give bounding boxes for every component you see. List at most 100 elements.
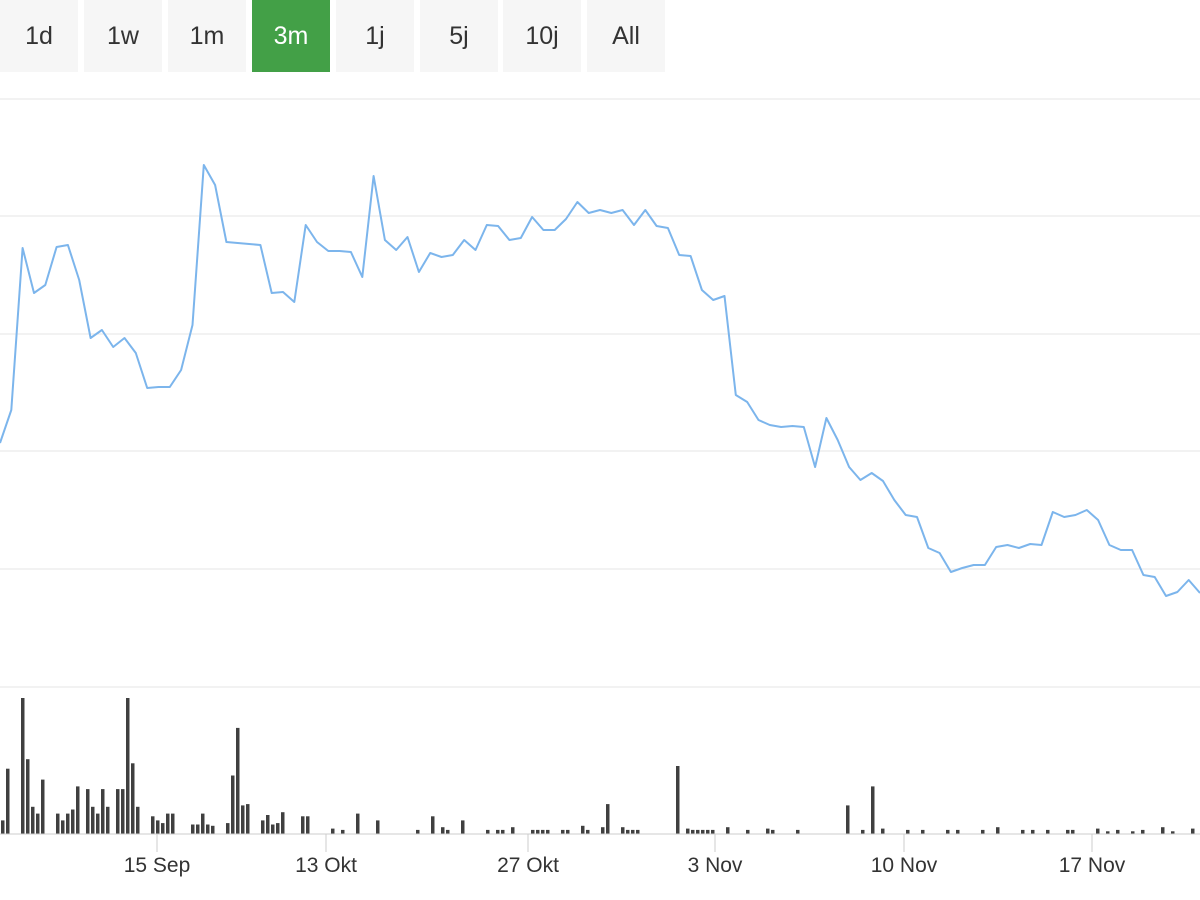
range-button-1m[interactable]: 1m (168, 0, 246, 72)
x-tick-label: 15 Sep (124, 854, 191, 877)
volume-bar (306, 816, 310, 834)
volume-bar (266, 815, 270, 834)
volume-bar (996, 827, 1000, 834)
volume-bar (271, 824, 275, 834)
volume-bar (236, 727, 240, 834)
volume-bar (226, 823, 230, 834)
volume-bar (56, 813, 60, 834)
volume-bar (241, 805, 245, 834)
volume-bar (1096, 828, 1100, 834)
volume-bar (766, 828, 770, 834)
volume-bar (1171, 831, 1175, 834)
x-tick-label: 17 Nov (1059, 854, 1126, 877)
volume-bar (1046, 829, 1050, 834)
volume-bar (921, 829, 925, 834)
volume-bar (676, 766, 680, 834)
volume-bar (696, 829, 700, 834)
volume-bar (116, 789, 120, 834)
x-tick-label: 27 Okt (497, 854, 559, 877)
volume-bar (461, 820, 465, 834)
volume-bar (631, 829, 635, 834)
volume-bar (26, 759, 30, 834)
volume-bar (1031, 829, 1035, 834)
volume-bar (276, 823, 280, 834)
volume-bar (191, 824, 195, 834)
volume-bar (711, 829, 715, 834)
volume-bar (701, 829, 705, 834)
volume-bar (566, 829, 570, 834)
volume-bar (746, 829, 750, 834)
volume-bar (981, 829, 985, 834)
volume-bar (446, 829, 450, 834)
volume-bar (796, 829, 800, 834)
volume-bar (1191, 828, 1195, 834)
volume-bar (956, 829, 960, 834)
volume-bar (36, 813, 40, 834)
volume-bar (376, 820, 380, 834)
volume-bar (581, 825, 585, 834)
volume-bar (846, 805, 850, 834)
volume-bar (101, 789, 105, 834)
volume-bar (21, 698, 25, 834)
range-button-5j[interactable]: 5j (420, 0, 498, 72)
volume-bar (91, 806, 95, 834)
volume-bar (1161, 827, 1165, 834)
volume-bar (196, 824, 200, 834)
volume-bar (121, 789, 125, 834)
volume-bar (636, 829, 640, 834)
volume-bar (246, 804, 250, 834)
volume-bar (106, 806, 110, 834)
volume-bar (906, 829, 910, 834)
volume-bar (1, 820, 5, 834)
range-button-All[interactable]: All (587, 0, 665, 72)
volume-bar (331, 828, 335, 834)
volume-bar (96, 813, 100, 834)
volume-bar (261, 820, 265, 834)
volume-bar (586, 829, 590, 834)
volume-bars (1, 698, 1195, 834)
volume-bar (541, 829, 545, 834)
volume-bar (706, 829, 710, 834)
range-button-3m[interactable]: 3m (252, 0, 330, 72)
volume-bar (231, 775, 235, 834)
range-button-1j[interactable]: 1j (336, 0, 414, 72)
volume-bar (1131, 831, 1135, 834)
volume-bar (1066, 829, 1070, 834)
range-button-10j[interactable]: 10j (503, 0, 581, 72)
volume-bar (301, 816, 305, 834)
volume-bar (1141, 829, 1145, 834)
volume-bar (441, 827, 445, 834)
volume-bar (691, 829, 695, 834)
range-button-1d[interactable]: 1d (0, 0, 78, 72)
price-line (0, 164, 1200, 597)
range-button-1w[interactable]: 1w (84, 0, 162, 72)
volume-bar (606, 804, 610, 834)
volume-bar (161, 823, 165, 834)
volume-bar (76, 786, 80, 834)
volume-bar (621, 827, 625, 834)
volume-bar (41, 779, 45, 834)
volume-bar (496, 829, 500, 834)
volume-bar (156, 820, 160, 834)
volume-bar (1021, 829, 1025, 834)
volume-bar (211, 825, 215, 834)
volume-bar (61, 820, 65, 834)
volume-bar (206, 824, 210, 834)
volume-bar (536, 829, 540, 834)
volume-bar (601, 827, 605, 834)
volume-bar (726, 827, 730, 834)
volume-bar (166, 813, 170, 834)
volume-bar (511, 827, 515, 834)
volume-bar (486, 829, 490, 834)
volume-bar (66, 813, 70, 834)
grid-lines (0, 98, 1200, 688)
volume-bar (341, 829, 345, 834)
volume-bar (201, 813, 205, 834)
volume-bar (416, 829, 420, 834)
volume-bar (171, 813, 175, 834)
x-tick-label: 10 Nov (871, 854, 938, 877)
volume-bar (356, 813, 360, 834)
volume-bar (31, 806, 35, 834)
volume-bar (626, 829, 630, 834)
